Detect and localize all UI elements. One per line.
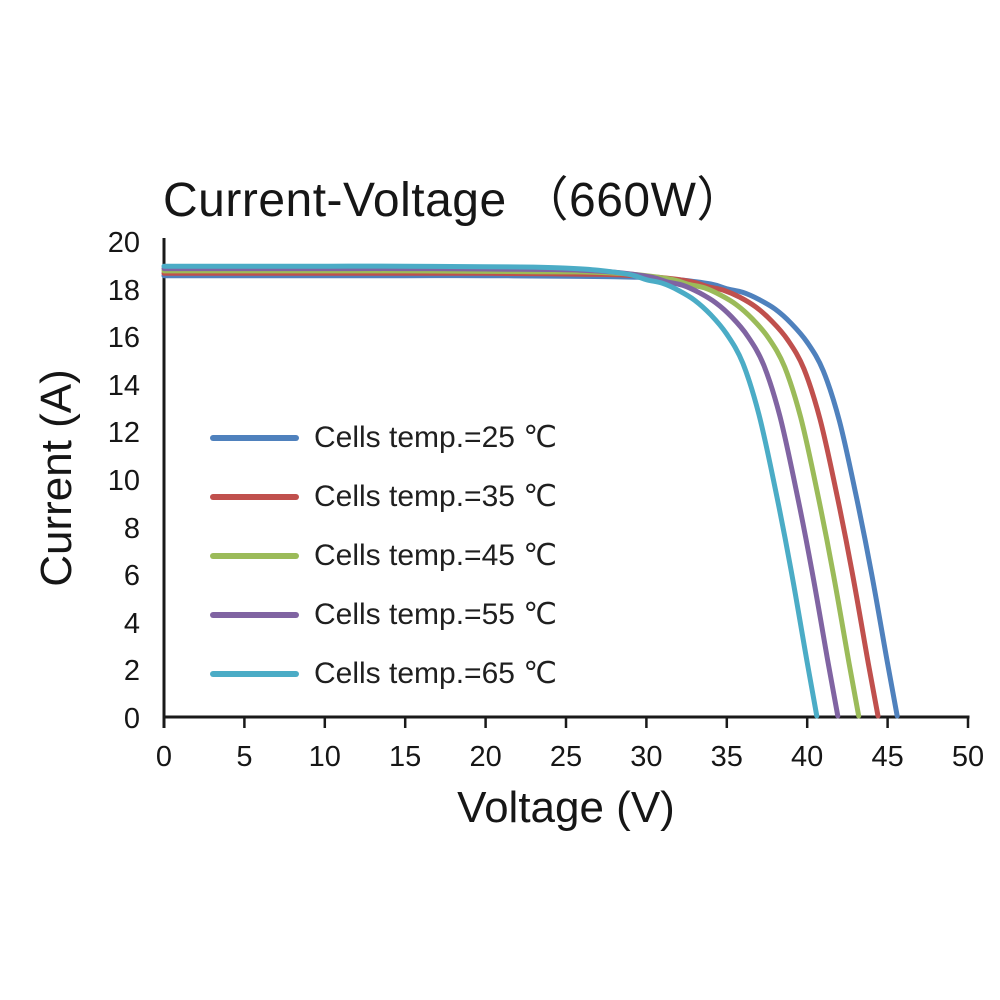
legend-item-45c: Cells temp.=45 ℃ <box>210 526 557 585</box>
y-tick-label: 20 <box>107 227 140 259</box>
x-axis-title: Voltage (V) <box>457 783 675 832</box>
legend-swatch-65c <box>210 670 299 677</box>
legend-item-55c: Cells temp.=55 ℃ <box>210 585 557 644</box>
y-tick-label: 2 <box>123 655 140 688</box>
legend-label-35c: Cells temp.=35 ℃ <box>314 480 557 513</box>
x-tick-label: 0 <box>155 741 173 773</box>
legend-item-25c: Cells temp.=25 ℃ <box>210 408 557 467</box>
x-tick-label: 40 <box>791 741 824 773</box>
series-line-4 <box>161 263 820 719</box>
x-tick-label: 45 <box>871 741 904 773</box>
legend-swatch-45c <box>210 552 299 559</box>
legend: Cells temp.=25 ℃ Cells temp.=35 ℃ Cells … <box>210 408 557 703</box>
y-tick-label: 14 <box>107 369 140 402</box>
legend-label-45c: Cells temp.=45 ℃ <box>314 539 557 572</box>
x-tick-label: 50 <box>951 741 985 773</box>
y-tick-label: 10 <box>107 465 140 497</box>
legend-label-25c: Cells temp.=25 ℃ <box>314 421 557 454</box>
x-tick-label: 25 <box>549 741 583 773</box>
legend-item-65c: Cells temp.=65 ℃ <box>210 644 557 703</box>
x-tick-label: 30 <box>630 741 663 773</box>
y-tick-label: 0 <box>123 703 140 735</box>
y-tick-label: 18 <box>107 274 140 307</box>
legend-swatch-35c <box>210 493 299 500</box>
x-tick-label: 5 <box>236 741 253 773</box>
chart-title: Current-Voltage （660W） <box>163 174 745 227</box>
x-tick-label: 15 <box>389 741 422 773</box>
legend-swatch-55c <box>210 611 299 618</box>
y-tick-label: 4 <box>123 607 140 640</box>
y-tick-label: 16 <box>107 322 140 355</box>
legend-label-65c: Cells temp.=65 ℃ <box>314 657 557 690</box>
legend-label-55c: Cells temp.=55 ℃ <box>314 598 557 631</box>
y-tick-label: 8 <box>123 512 140 545</box>
legend-swatch-25c <box>210 434 299 441</box>
y-tick-label: 6 <box>123 560 140 593</box>
y-tick-label: 12 <box>107 417 140 450</box>
x-tick-label: 20 <box>469 741 502 773</box>
legend-item-35c: Cells temp.=35 ℃ <box>210 467 557 526</box>
x-tick-label: 35 <box>710 741 743 773</box>
x-tick-label: 10 <box>308 741 341 773</box>
